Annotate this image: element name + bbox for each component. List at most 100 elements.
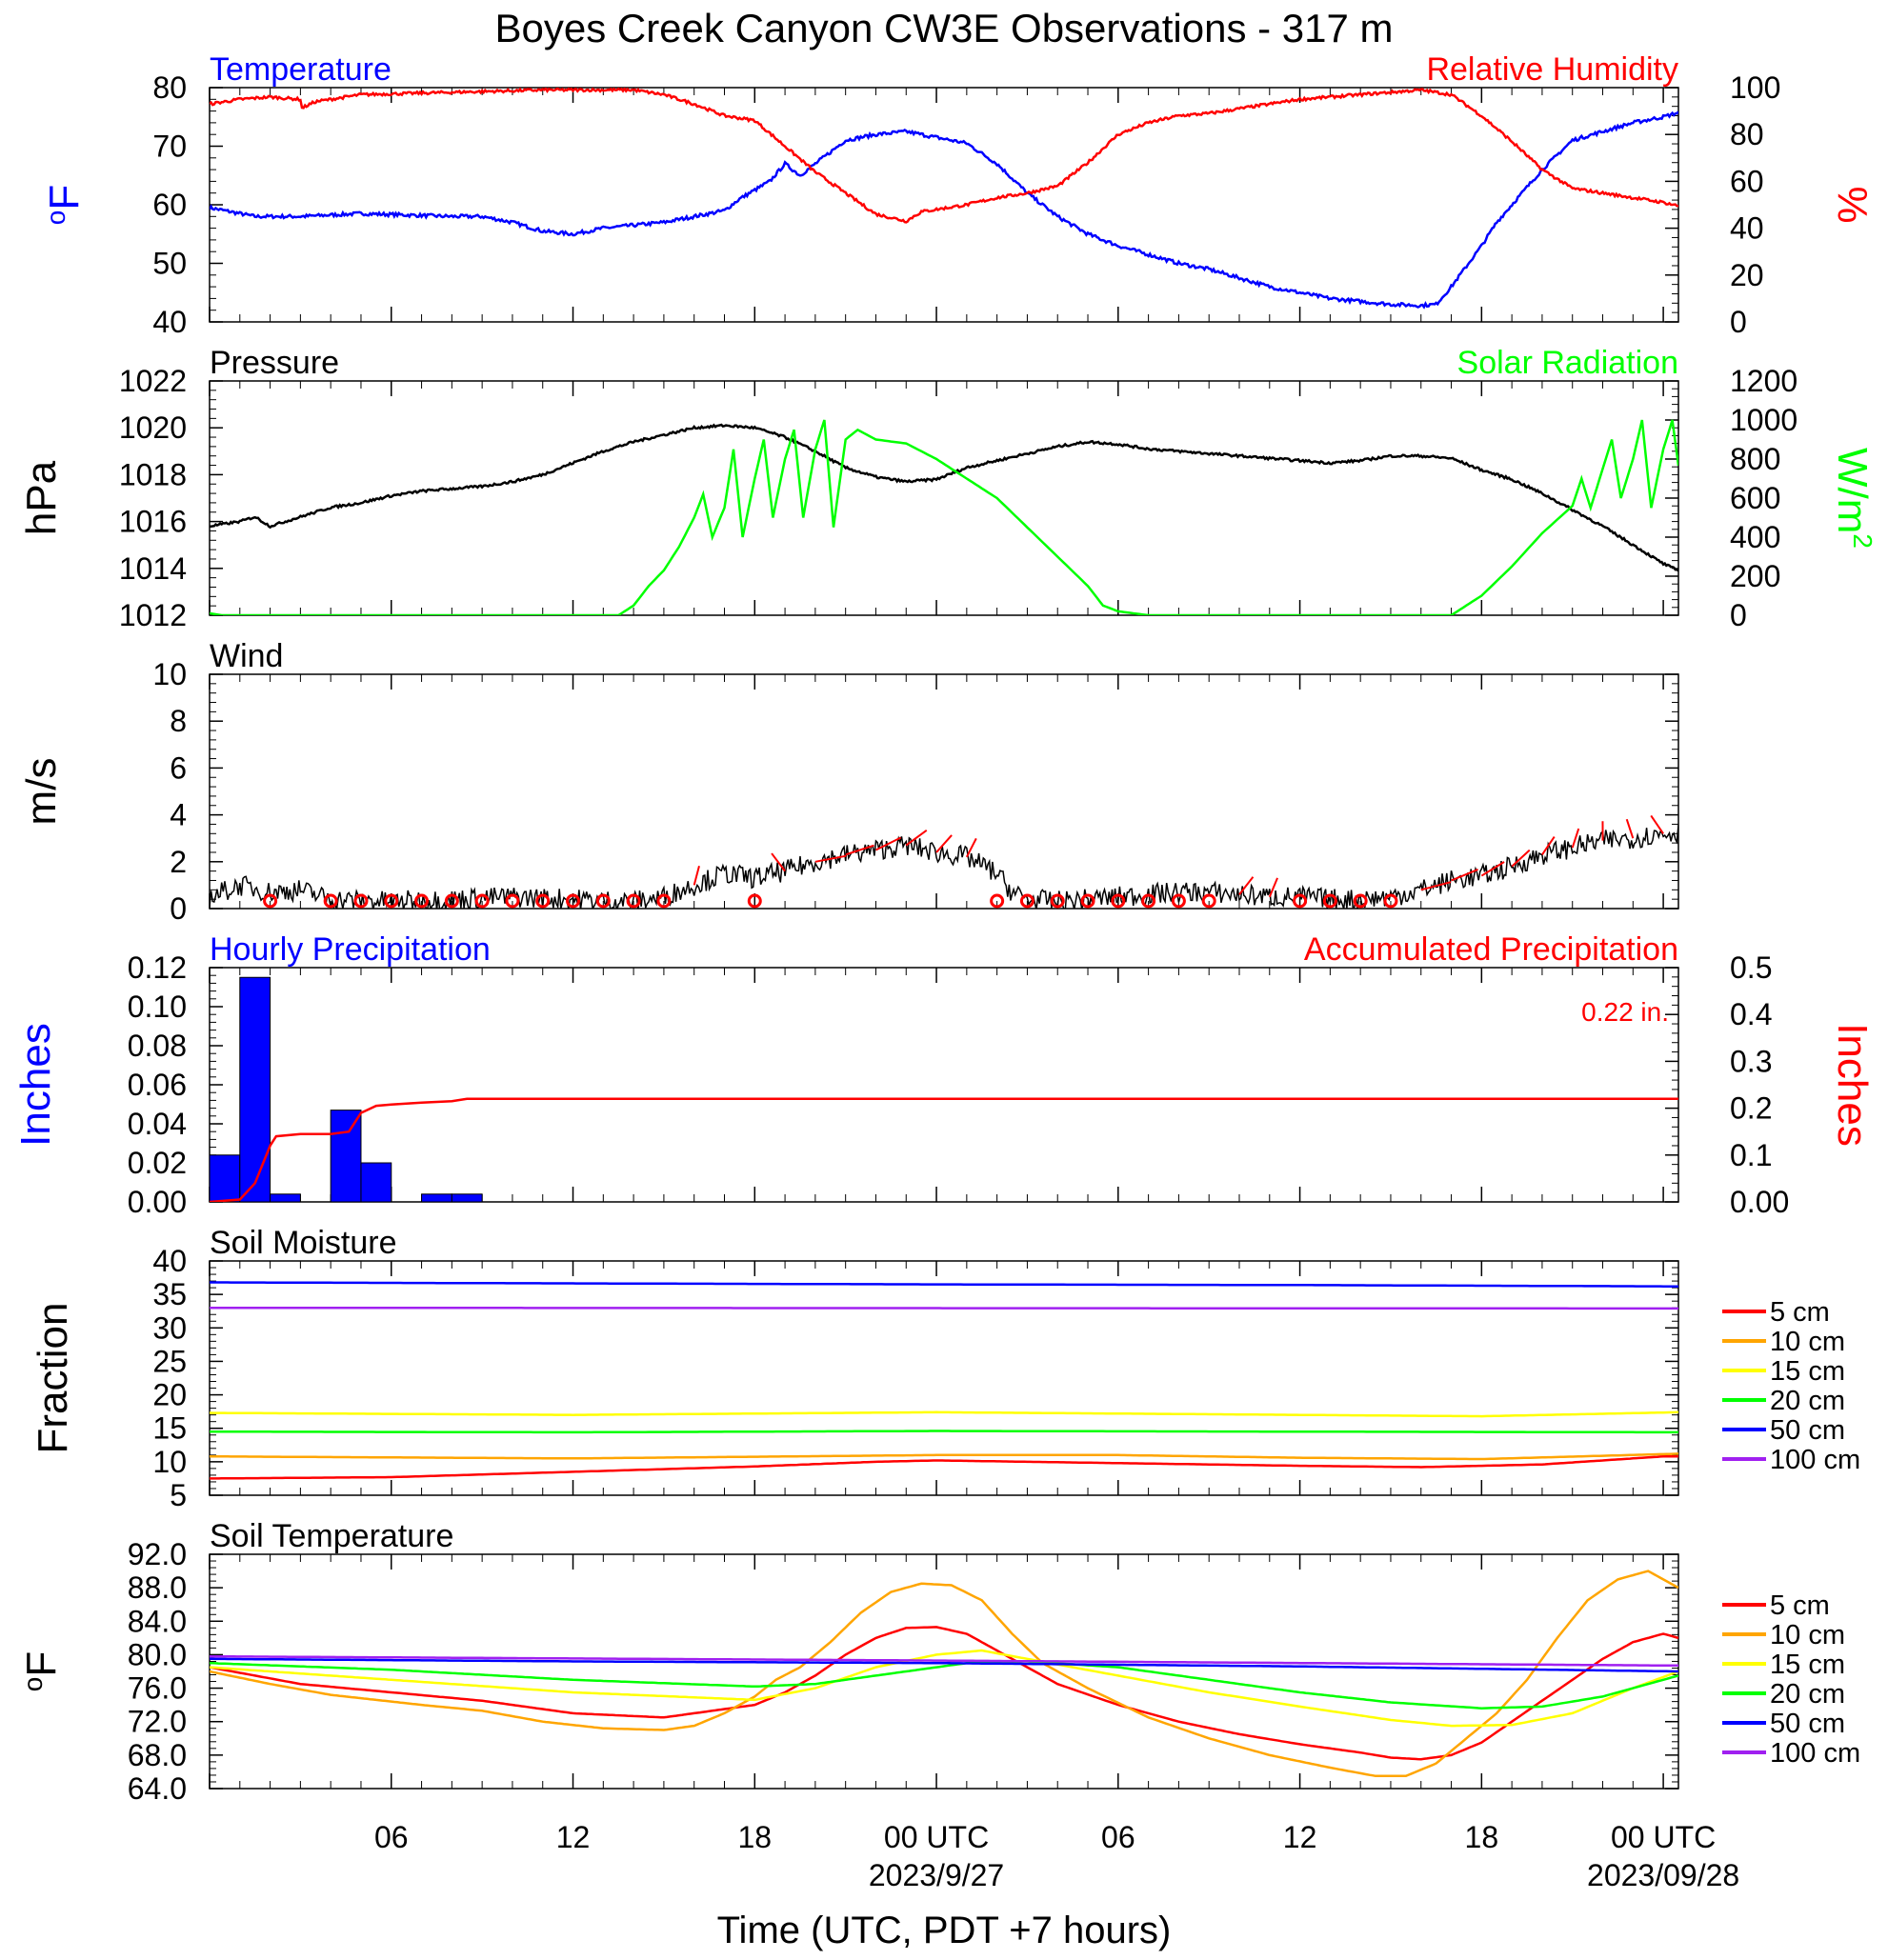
x-tick-label: 12 xyxy=(1283,1820,1317,1854)
plot-frame xyxy=(209,967,1679,1203)
y-left-tick-label: 0 xyxy=(170,891,187,926)
y-right-tick-label: 0 xyxy=(1730,305,1747,339)
y-right-tick-label: 200 xyxy=(1730,559,1780,593)
y-left-tick-label: 88.0 xyxy=(128,1570,187,1605)
y-right-tick-label: 1000 xyxy=(1730,403,1798,437)
plot-area xyxy=(210,814,1678,909)
legend-label: 20 cm xyxy=(1770,1386,1845,1416)
y-left-tick-label: 0.10 xyxy=(128,990,187,1024)
y-left-tick-label: 35 xyxy=(152,1277,187,1311)
y-left-tick-label: 72.0 xyxy=(128,1705,187,1739)
y-left-tick-label: 92.0 xyxy=(128,1537,187,1571)
y-left-tick-label: 2 xyxy=(170,845,187,879)
y-right-axis-label: W/m2 xyxy=(1829,448,1878,549)
y-left-axis-label: oF xyxy=(18,1651,65,1691)
y-left-tick-label: 40 xyxy=(152,305,187,339)
hourly-precip-bar xyxy=(360,1162,392,1202)
x-tick-label: 00 UTC xyxy=(884,1820,989,1854)
y-right-tick-label: 0 xyxy=(1730,598,1747,632)
panel-soil-temperature: 64.068.072.076.080.084.088.092.0 Soil Tem… xyxy=(18,1518,1679,1806)
panel-precipitation: 0.00 0.02 0.04 0.06 0.08 0.10 0.12 0.00 0.1 0.2 0.… xyxy=(12,931,1876,1219)
wind-barb xyxy=(1541,835,1556,855)
legend-label: 15 cm xyxy=(1770,1356,1845,1387)
series-line-15-cm xyxy=(210,1410,1678,1418)
wind-barb xyxy=(845,844,874,856)
y-left-tick-label: 0.08 xyxy=(128,1029,187,1063)
y-left-tick-label: 5 xyxy=(170,1478,187,1512)
y-left-tick-label: 8 xyxy=(170,704,187,738)
plot-area xyxy=(210,88,1678,310)
calm-wind-marker xyxy=(747,893,762,909)
wind-barb xyxy=(905,829,928,847)
wind-barb xyxy=(1650,814,1664,834)
y-left-tick-label: 0.02 xyxy=(128,1146,187,1180)
x-date-label: 2023/9/27 xyxy=(869,1858,1004,1892)
figure-title: Boyes Creek Canyon CW3E Observations - 3… xyxy=(494,6,1393,50)
wind-barb xyxy=(1571,828,1580,849)
x-tick-label: 12 xyxy=(556,1820,591,1854)
y-right-axis-label: Inches xyxy=(1829,1023,1876,1147)
legend-label: 100 cm xyxy=(1770,1738,1860,1769)
calm-wind-marker xyxy=(1171,893,1186,909)
y-left-tick-label: 20 xyxy=(152,1378,187,1412)
y-left-axis-label: Inches xyxy=(12,1023,59,1147)
y-left-tick-label: 0.06 xyxy=(128,1068,187,1102)
x-date-label: 2023/09/28 xyxy=(1587,1858,1739,1892)
y-left-tick-label: 1016 xyxy=(119,505,187,539)
y-left-tick-label: 4 xyxy=(170,798,187,832)
series-line-20-cm xyxy=(210,1660,1678,1710)
wind-barb xyxy=(693,865,700,886)
plot-frame xyxy=(209,380,1679,616)
series-line-20-cm xyxy=(210,1430,1678,1434)
y-left-tick-label: 0.00 xyxy=(128,1185,187,1219)
wind-barb xyxy=(814,854,847,863)
series-line-black xyxy=(210,423,1678,572)
calm-wind-marker xyxy=(595,893,611,909)
y-left-tick-label: 1022 xyxy=(119,364,187,398)
panel-title-right: Solar Radiation xyxy=(1457,345,1678,381)
y-left-tick-label: 1018 xyxy=(119,457,187,491)
calm-wind-marker xyxy=(1080,893,1095,909)
calm-wind-marker xyxy=(1383,893,1398,909)
panel-pressure-solar: 1012 1014 1016 1018 1020 1022 0 200 400 600 800 100… xyxy=(18,345,1878,632)
panel-title-left: Hourly Precipitation xyxy=(210,931,491,968)
y-right-tick-label: 600 xyxy=(1730,481,1780,515)
y-right-tick-label: 40 xyxy=(1730,211,1764,246)
x-tick-label: 18 xyxy=(1465,1820,1499,1854)
calm-wind-marker xyxy=(1050,893,1065,909)
hourly-precip-bar xyxy=(421,1193,452,1202)
series-line-5-cm xyxy=(210,1626,1678,1761)
y-right-axis-label: % xyxy=(1829,186,1876,223)
accumulated-precip-line xyxy=(210,1097,1678,1202)
series-line-10-cm xyxy=(210,1570,1678,1778)
y-left-tick-label: 60 xyxy=(152,188,187,222)
x-tick-label: 06 xyxy=(374,1820,409,1854)
plot-area xyxy=(210,1281,1678,1480)
calm-wind-marker xyxy=(990,893,1005,909)
calm-wind-marker xyxy=(1201,893,1216,909)
panel-title-right: Relative Humidity xyxy=(1426,51,1678,88)
plot-area xyxy=(210,1570,1678,1778)
calm-wind-marker xyxy=(626,893,641,909)
calm-wind-marker xyxy=(1111,893,1126,909)
series-line-blue xyxy=(210,110,1678,310)
panel-temperature-humidity: 40 50 60 70 80 0 20 40 60 80 100 Temperature Relativ… xyxy=(41,51,1876,339)
calm-wind-marker xyxy=(656,893,672,909)
y-left-tick-label: 70 xyxy=(152,130,187,164)
wind-barb xyxy=(935,834,953,853)
wind-barb xyxy=(1238,876,1255,895)
y-right-tick-label: 0.00 xyxy=(1730,1185,1789,1219)
legend-label: 10 cm xyxy=(1770,1620,1845,1650)
wind-barb xyxy=(1511,849,1531,868)
y-right-tick-label: 0.1 xyxy=(1730,1138,1772,1172)
panel-title-left: Pressure xyxy=(210,345,339,381)
calm-wind-marker xyxy=(1353,893,1368,909)
y-left-tick-label: 80.0 xyxy=(128,1637,187,1671)
calm-wind-marker xyxy=(414,893,430,909)
y-left-axis-label: oF xyxy=(41,185,88,225)
calm-wind-marker xyxy=(384,893,399,909)
y-left-tick-label: 0.12 xyxy=(128,950,187,985)
panel-title-left: Wind xyxy=(210,638,283,674)
